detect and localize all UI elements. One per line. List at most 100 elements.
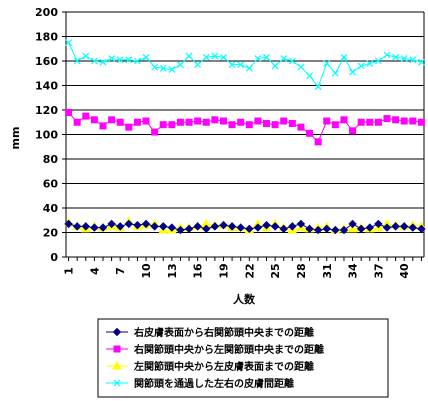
data-point — [202, 118, 210, 126]
data-point — [108, 55, 116, 62]
data-point — [159, 121, 167, 129]
marker-x-stroke — [73, 57, 81, 65]
data-point — [202, 53, 210, 61]
data-point — [408, 223, 418, 232]
marker-x-stroke — [297, 63, 305, 71]
y-tick-label: 140 — [35, 80, 58, 93]
data-point — [125, 56, 133, 64]
y-tick-label: 120 — [35, 104, 58, 117]
data-point — [99, 58, 107, 66]
marker-x-stroke — [185, 52, 193, 60]
y-tick-labels: 0 20 40 60 80 100 120 140 160 180 200 — [35, 6, 58, 264]
legend-entry: 右皮膚表面から右関節頭中央までの距離 — [106, 326, 314, 339]
data-point — [306, 129, 314, 137]
data-point — [271, 62, 279, 70]
data-point — [279, 224, 288, 234]
data-point — [280, 55, 288, 62]
y-tick-label: 180 — [35, 31, 58, 44]
data-point — [237, 118, 245, 126]
data-point — [65, 108, 73, 116]
data-point — [357, 118, 365, 126]
marker-x-stroke — [108, 55, 116, 62]
y-tick-label: 100 — [35, 129, 58, 142]
x-tick-label: 19 — [217, 263, 230, 278]
marker-x-stroke — [211, 52, 219, 60]
data-point — [141, 219, 151, 229]
legend-marker — [113, 379, 121, 387]
data-point — [220, 53, 227, 61]
legend-entry: 関節頭を通過した左右の皮膚間距離 — [106, 377, 294, 390]
data-point — [177, 61, 184, 69]
data-point — [331, 225, 340, 235]
data-point — [263, 119, 271, 127]
data-point — [314, 83, 322, 91]
data-point — [176, 118, 184, 126]
data-point — [271, 121, 279, 129]
marker-x-stroke — [245, 64, 253, 72]
data-point — [339, 225, 349, 235]
y-tick-label: 20 — [43, 227, 59, 240]
marker-x-stroke — [314, 83, 322, 91]
marker-x-stroke — [331, 69, 339, 77]
x-tick-label: 22 — [243, 263, 256, 278]
x-tick-label: 16 — [192, 263, 205, 279]
data-point — [399, 222, 409, 231]
series-line — [68, 42, 422, 88]
data-point — [400, 117, 408, 125]
marker-x-stroke — [90, 57, 98, 65]
data-point — [133, 118, 141, 126]
data-point — [64, 219, 73, 229]
data-point — [98, 223, 108, 232]
marker-x-stroke — [349, 68, 356, 76]
data-point — [347, 223, 358, 233]
data-point — [107, 219, 116, 229]
y-tick-label: 60 — [43, 178, 59, 191]
data-point — [297, 63, 305, 71]
marker-x-stroke — [374, 57, 382, 65]
data-point — [237, 61, 245, 69]
data-point — [150, 222, 159, 231]
series-4 — [65, 39, 425, 91]
data-point — [219, 117, 227, 125]
data-point — [184, 224, 194, 234]
data-point — [228, 61, 236, 69]
data-point — [400, 55, 408, 62]
marker-x-stroke — [202, 53, 210, 61]
data-point — [322, 224, 331, 234]
data-point — [73, 57, 81, 65]
legend: 右皮膚表面から右関節頭中央までの距離右関節頭中央から左関節頭中央までの距離左関節… — [97, 318, 389, 398]
data-point — [340, 53, 348, 61]
gridlines — [66, 11, 424, 233]
marker-x-stroke — [263, 53, 270, 61]
marker-x-stroke — [82, 52, 90, 60]
data-point — [409, 117, 417, 125]
data-point — [202, 224, 211, 234]
data-point — [348, 219, 357, 229]
data-point — [90, 223, 99, 232]
x-tick-label: 28 — [295, 263, 308, 278]
data-point — [236, 223, 245, 232]
data-point — [297, 123, 305, 131]
data-point — [391, 222, 400, 231]
data-point — [323, 117, 331, 125]
marker-x-stroke — [237, 61, 245, 69]
data-point — [270, 222, 280, 231]
marker-x-stroke — [383, 51, 391, 59]
data-point — [245, 121, 253, 129]
data-point — [176, 225, 185, 235]
data-point — [296, 219, 306, 229]
data-point — [82, 52, 90, 60]
data-point — [392, 116, 400, 124]
data-point — [409, 56, 417, 64]
data-point — [82, 112, 90, 120]
data-point — [116, 222, 125, 231]
marker-x-stroke — [168, 66, 176, 73]
data-point — [280, 117, 288, 125]
data-point — [159, 64, 167, 72]
x-tick-label: 1 — [63, 267, 76, 275]
data-point — [90, 116, 98, 124]
x-tick-label: 37 — [372, 263, 385, 278]
marker-x-stroke — [151, 63, 159, 71]
data-point — [340, 116, 348, 124]
